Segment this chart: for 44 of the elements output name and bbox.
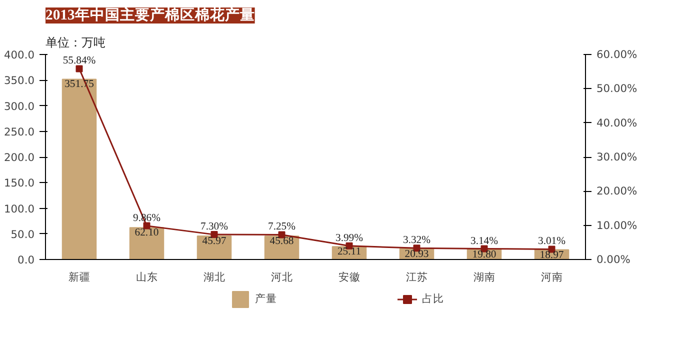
data-label: 45.68 <box>270 236 294 248</box>
bar <box>62 78 97 260</box>
y-tick-label: 400.0 <box>4 48 35 62</box>
data-label: 7.25% <box>268 222 296 233</box>
x-tick-label: 河北 <box>270 270 293 284</box>
y2-tick-label: 0.00% <box>596 253 630 266</box>
y-tick-label: 150.0 <box>4 176 35 190</box>
y-tick-label: 350.0 <box>4 74 35 88</box>
x-tick-label: 山东 <box>136 270 158 284</box>
data-label: 3.99% <box>335 232 364 244</box>
y2-tick-label: 20.00% <box>596 184 638 198</box>
y2-tick-label: 40.00% <box>596 116 638 130</box>
data-label: 20.93 <box>404 248 429 260</box>
data-label: 45.97 <box>202 236 227 247</box>
data-label: 3.01% <box>538 236 566 248</box>
chart-subtitle: 单位：万吨 <box>46 36 106 50</box>
x-tick-label: 安徽 <box>338 270 360 284</box>
legend-label: 占比 <box>422 292 444 306</box>
y2-tick-label: 50.00% <box>596 82 638 96</box>
y-tick-label: 250.0 <box>4 125 35 138</box>
y2-tick-label: 30.00% <box>596 150 638 164</box>
y-tick-label: 0.0 <box>18 254 35 266</box>
data-label: 55.84% <box>62 56 96 67</box>
x-tick-label: 江苏 <box>406 270 428 284</box>
x-tick-label: 湖南 <box>473 270 496 284</box>
y-tick-label: 300.0 <box>4 100 35 113</box>
data-label: 25.11 <box>337 246 362 258</box>
y2-tick-label: 10.00% <box>596 218 638 232</box>
x-tick-label: 湖北 <box>203 270 226 284</box>
data-label: 19.80 <box>472 249 496 260</box>
point <box>76 65 83 72</box>
y-tick-label: 200.0 <box>4 151 35 164</box>
x-tick-label: 新疆 <box>68 270 90 284</box>
data-label: 3.32% <box>402 235 431 246</box>
data-label: 18.97 <box>540 250 564 261</box>
data-label: 62.10 <box>134 228 159 239</box>
y-tick-label: 100.0 <box>4 202 35 216</box>
legend-label: 产量 <box>255 292 277 306</box>
data-label: 7.30% <box>200 222 228 233</box>
y2-tick-label: 60.00% <box>596 48 638 61</box>
x-tick-label: 河南 <box>540 270 563 284</box>
y-tick-label: 50.0 <box>10 228 35 241</box>
chart-title: 2013年中国主要产棉区棉花产量 <box>46 6 255 24</box>
data-label: 3.14% <box>470 236 498 247</box>
